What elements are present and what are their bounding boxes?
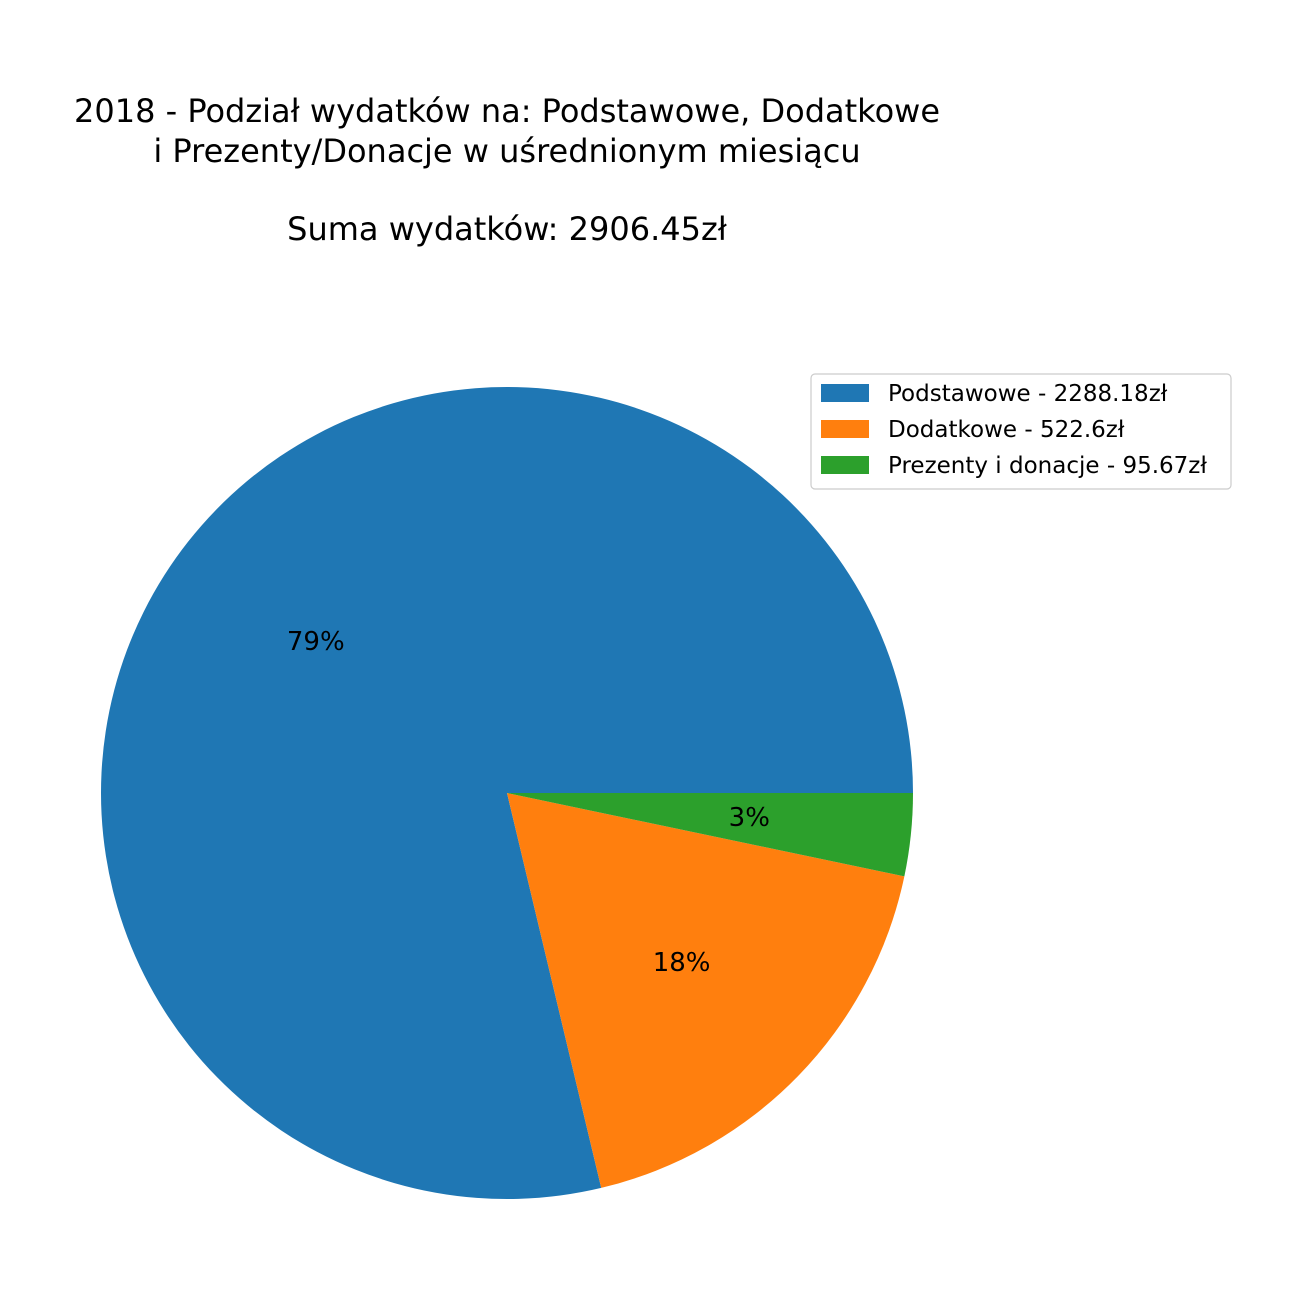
pie-slice-3 — [507, 793, 913, 877]
legend: Podstawowe - 2288.18zł Dodatkowe - 522.6z… — [810, 373, 1232, 490]
slice-percent-label-2: 18% — [653, 948, 711, 978]
percent-labels: 79% 18% 3% — [287, 627, 770, 978]
legend-label-3: Prezenty i donacje - 95.67zł — [888, 453, 1207, 479]
title-line-2: i Prezenty/Donacje w uśrednionym miesiąc… — [153, 132, 860, 170]
title-total: Suma wydatków: 2906.45zł — [287, 210, 728, 248]
legend-swatch-3 — [821, 456, 869, 474]
legend-frame — [810, 373, 1232, 490]
pie-slice-1 — [100, 386, 913, 1199]
legend-swatch-2 — [821, 420, 869, 438]
pie-slices — [100, 386, 913, 1199]
slice-percent-label-3: 3% — [729, 803, 770, 833]
legend-swatch-1 — [821, 384, 869, 402]
pie-slice-2 — [507, 793, 905, 1188]
legend-label-2: Dodatkowe - 522.6zł — [888, 417, 1125, 443]
title-line-1: 2018 - Podział wydatków na: Podstawowe, … — [74, 92, 940, 130]
slice-percent-label-1: 79% — [287, 627, 345, 657]
chart-title: 2018 - Podział wydatków na: Podstawowe, … — [74, 92, 940, 248]
legend-label-1: Podstawowe - 2288.18zł — [888, 381, 1168, 407]
